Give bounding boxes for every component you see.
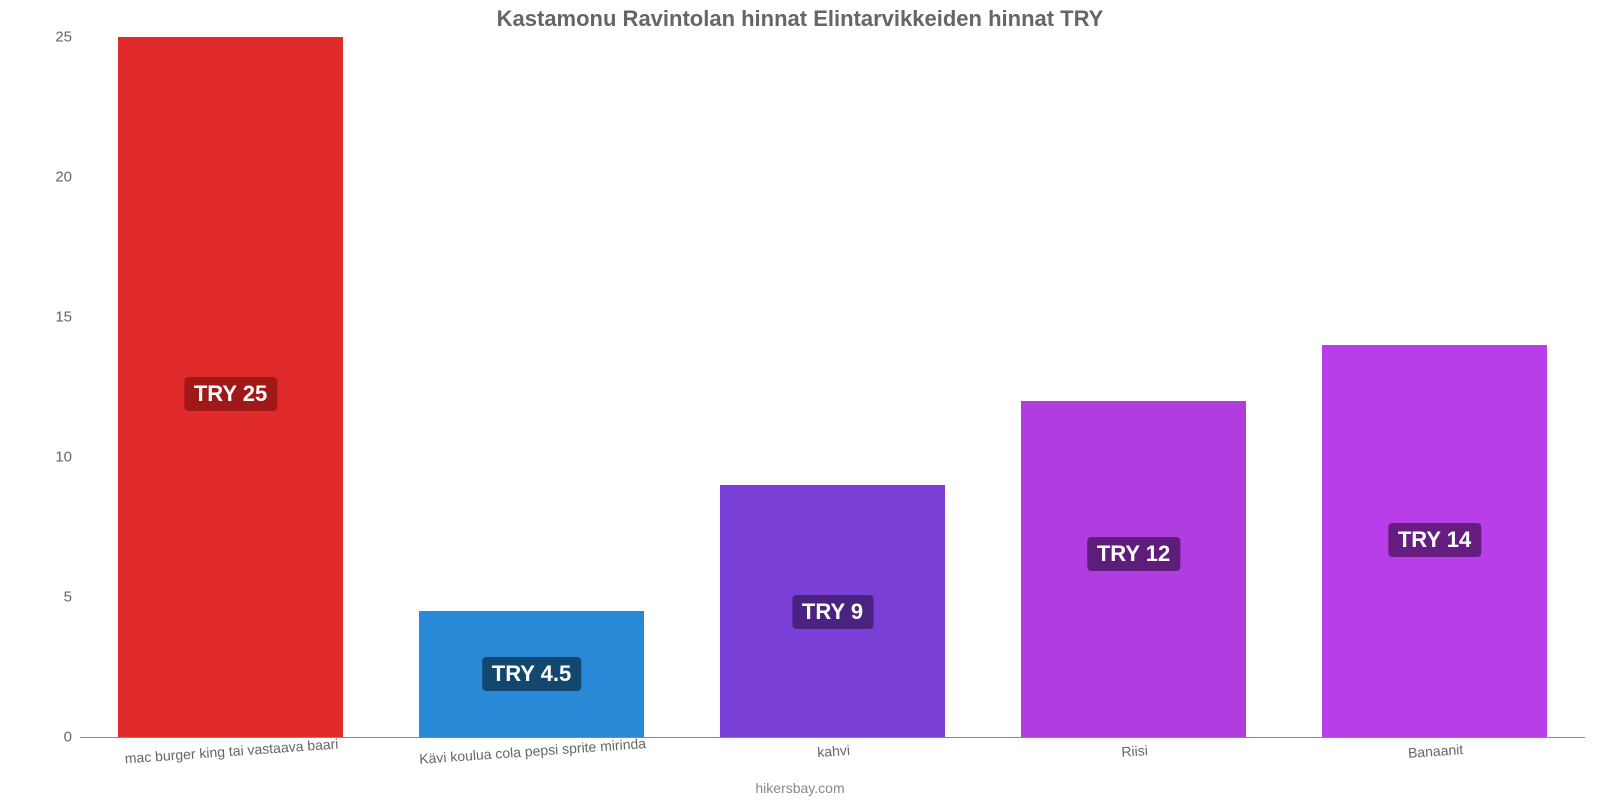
attribution: hikersbay.com [0, 780, 1600, 796]
x-tick-label: mac burger king tai vastaava baari [124, 736, 339, 767]
x-tick-label: Kävi koulua cola pepsi sprite mirinda [418, 735, 646, 767]
x-tick-label: kahvi [816, 742, 850, 760]
bar-value-label: TRY 9 [792, 595, 873, 629]
bar-value-label: TRY 14 [1388, 523, 1481, 557]
bar-value-label: TRY 25 [184, 377, 277, 411]
y-tick-label: 0 [64, 729, 80, 746]
bar-value-label: TRY 4.5 [482, 657, 581, 691]
y-tick-label: 10 [55, 449, 80, 466]
bar-chart: Kastamonu Ravintolan hinnat Elintarvikke… [0, 0, 1600, 800]
x-tick-label: Banaanit [1407, 741, 1463, 761]
plot-area: 0510152025mac burger king tai vastaava b… [80, 38, 1585, 738]
x-tick-label: Riisi [1120, 742, 1148, 760]
y-tick-label: 20 [55, 169, 80, 186]
y-tick-label: 5 [64, 589, 80, 606]
chart-title: Kastamonu Ravintolan hinnat Elintarvikke… [0, 6, 1600, 32]
y-tick-label: 15 [55, 309, 80, 326]
bar-value-label: TRY 12 [1087, 537, 1180, 571]
y-tick-label: 25 [55, 29, 80, 46]
